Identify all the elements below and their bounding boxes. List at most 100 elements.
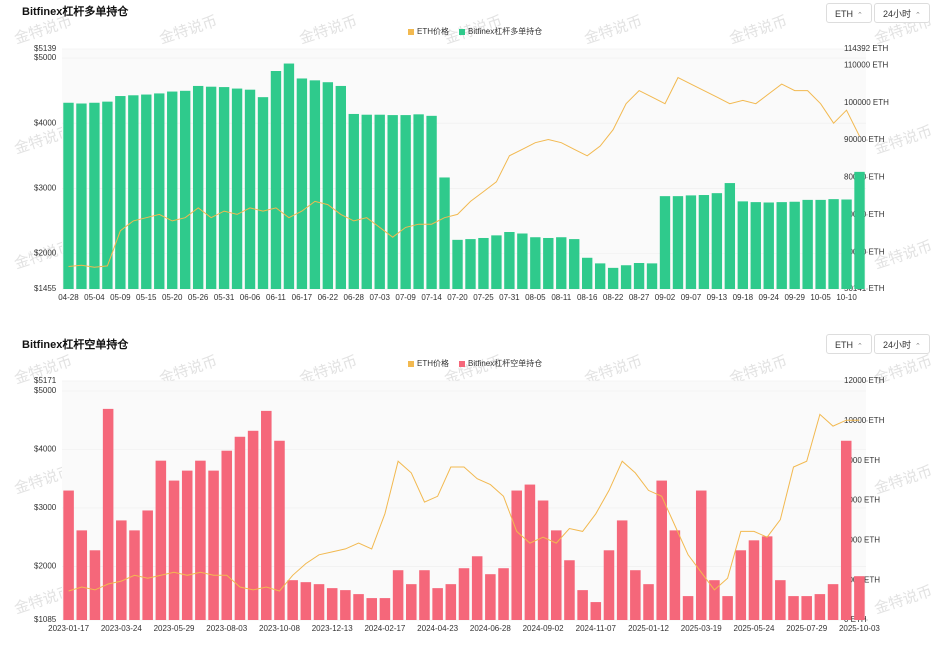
x-tick-label: 05-20 <box>162 293 183 302</box>
bar <box>366 598 378 620</box>
x-tick-label: 2023-01-17 <box>48 624 89 633</box>
bar <box>577 590 588 620</box>
bar <box>322 82 334 289</box>
x-tick-label: 2023-08-03 <box>206 624 247 633</box>
x-tick-label: 09-07 <box>681 293 702 302</box>
x-tick-label: 2024-02-17 <box>364 624 405 633</box>
bar <box>511 490 522 620</box>
bar <box>775 580 786 620</box>
x-tick-label: 07-03 <box>369 293 390 302</box>
bar <box>550 530 562 620</box>
x-tick-label: 09-18 <box>733 293 754 302</box>
bar <box>270 71 282 289</box>
bar <box>737 201 748 289</box>
bar <box>76 530 88 620</box>
bar <box>142 510 153 620</box>
bar <box>711 193 723 289</box>
x-tick-label: 2023-05-29 <box>154 624 195 633</box>
bar <box>659 196 671 289</box>
y-tick-label: $2000 <box>34 249 57 258</box>
watermark: 金特说币 <box>297 13 359 48</box>
period-select[interactable]: 24小时 <box>874 3 930 23</box>
bar <box>722 596 733 620</box>
bar <box>569 239 580 289</box>
x-tick-label: 2025-10-03 <box>839 624 880 633</box>
bar <box>776 202 787 289</box>
bar <box>218 87 230 289</box>
bar <box>181 470 193 620</box>
bar <box>761 536 773 620</box>
y-tick-label: $3000 <box>34 183 57 192</box>
y-tick-label: $5171 <box>34 376 57 385</box>
y2-tick-label: 4000 ETH <box>844 535 880 544</box>
bar <box>63 102 74 290</box>
x-tick-label: 07-31 <box>499 293 520 302</box>
bar <box>603 550 615 620</box>
chart-title: Bitfinex杠杆多单持仓 <box>22 4 129 18</box>
x-tick-label: 09-24 <box>759 293 780 302</box>
y-tick-label: $4000 <box>34 118 57 127</box>
x-tick-label: 06-06 <box>240 293 261 302</box>
bar <box>439 177 450 289</box>
coin-select[interactable]: ETH <box>826 334 872 354</box>
bar <box>815 199 826 289</box>
bar <box>400 115 411 290</box>
bar <box>221 450 233 620</box>
x-tick-label: 07-09 <box>395 293 416 302</box>
bar <box>788 596 799 620</box>
x-tick-label: 05-26 <box>188 293 209 302</box>
x-tick-label: 2024-09-02 <box>523 624 564 633</box>
bar <box>763 202 774 289</box>
bar <box>195 460 206 620</box>
y2-tick-label: 12000 ETH <box>844 376 885 385</box>
x-tick-label: 2024-06-28 <box>470 624 511 633</box>
x-tick-label: 2025-07-29 <box>786 624 827 633</box>
x-tick-label: 2025-01-12 <box>628 624 669 633</box>
bar <box>854 576 865 620</box>
x-tick-label: 2024-11-07 <box>576 624 617 633</box>
x-tick-label: 09-13 <box>707 293 728 302</box>
bar <box>854 171 865 289</box>
watermark: 金特说币 <box>727 13 789 48</box>
x-tick-label: 07-25 <box>473 293 494 302</box>
bar <box>231 88 243 289</box>
bar <box>458 568 470 620</box>
legend-label: ETH价格 <box>417 358 449 368</box>
legend-swatch <box>408 29 414 35</box>
bar <box>76 103 87 290</box>
period-select[interactable]: 24小时 <box>874 334 930 354</box>
bar <box>244 89 256 289</box>
bar <box>257 97 269 290</box>
bar <box>141 94 152 290</box>
bar <box>517 233 528 289</box>
bar <box>406 584 417 620</box>
bar <box>208 470 219 620</box>
bar <box>789 201 800 289</box>
bar <box>750 202 761 289</box>
x-tick-label: 08-05 <box>525 293 546 302</box>
watermark: 金特说币 <box>872 583 934 618</box>
bar <box>205 86 217 289</box>
bar <box>543 237 554 289</box>
bar <box>498 568 509 620</box>
x-tick-label: 06-22 <box>318 293 339 302</box>
bar <box>524 484 536 620</box>
bar <box>724 183 736 289</box>
bar <box>168 480 180 620</box>
bar <box>234 436 246 620</box>
chart-title: Bitfinex杠杆空单持仓 <box>22 337 129 351</box>
y-tick-label: $5000 <box>34 53 57 62</box>
bar <box>326 588 338 620</box>
x-tick-label: 2025-03-19 <box>681 624 722 633</box>
x-tick-label: 05-31 <box>214 293 235 302</box>
y-tick-label: $2000 <box>34 562 57 571</box>
bar <box>167 91 178 290</box>
legend-label: ETH价格 <box>417 26 449 36</box>
legend-label: Bitfinex杠杆空单持仓 <box>468 358 542 368</box>
coin-select[interactable]: ETH <box>826 3 872 23</box>
bar <box>379 598 391 620</box>
x-tick-label: 08-11 <box>551 293 571 302</box>
bar <box>63 490 74 620</box>
bar <box>313 584 325 620</box>
bar <box>485 574 496 620</box>
